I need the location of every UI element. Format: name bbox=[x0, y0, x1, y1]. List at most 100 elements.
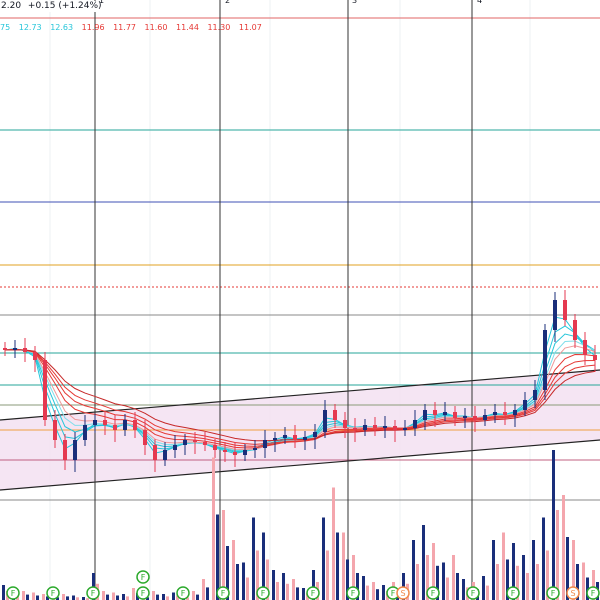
volume-bar bbox=[436, 565, 439, 600]
volume-bar bbox=[506, 559, 509, 600]
candle-body bbox=[373, 425, 377, 428]
ema-value: 11.44 bbox=[176, 23, 199, 32]
event-marker-label: F bbox=[141, 573, 146, 582]
candle-body bbox=[423, 410, 427, 420]
candle-body bbox=[93, 420, 97, 425]
volume-bar bbox=[332, 487, 335, 600]
candle-body bbox=[223, 450, 227, 452]
volume-bar bbox=[372, 582, 375, 600]
event-marker-label: F bbox=[261, 589, 266, 598]
event-marker-label: F bbox=[591, 589, 596, 598]
event-marker-F bbox=[306, 586, 320, 600]
volume-bar bbox=[546, 550, 549, 600]
volume-bar bbox=[486, 585, 489, 600]
volume-bar bbox=[36, 595, 39, 600]
volume-bar bbox=[232, 540, 235, 600]
candle-body bbox=[313, 432, 317, 437]
volume-bar bbox=[122, 594, 125, 600]
volume-bar bbox=[452, 555, 455, 600]
volume-bar bbox=[556, 510, 559, 600]
ema-value: 11.30 bbox=[207, 23, 231, 32]
event-marker-F bbox=[346, 586, 360, 600]
event-marker-F bbox=[426, 586, 440, 600]
candle-body bbox=[23, 348, 27, 352]
candle-body bbox=[53, 420, 57, 440]
volume-bar bbox=[482, 576, 485, 600]
volume-bar bbox=[522, 555, 525, 600]
volume-bar bbox=[412, 540, 415, 600]
volume-bar bbox=[362, 576, 365, 600]
candle-body bbox=[363, 425, 367, 430]
event-marker-label: F bbox=[471, 589, 476, 598]
event-marker-F bbox=[546, 586, 560, 600]
volume-bar bbox=[212, 457, 215, 600]
candle-body bbox=[83, 425, 87, 440]
volume-bar bbox=[432, 543, 435, 600]
volume-bar bbox=[246, 577, 249, 600]
candle-body bbox=[343, 420, 347, 428]
volume-bar bbox=[276, 582, 279, 600]
volume-bar bbox=[336, 532, 339, 600]
ema-value: 11.96 bbox=[81, 23, 105, 32]
candle-body bbox=[353, 428, 357, 430]
volume-bar bbox=[216, 514, 219, 600]
candle-body bbox=[483, 415, 487, 420]
volume-bar bbox=[156, 594, 159, 600]
event-marker-label: F bbox=[91, 589, 96, 598]
volume-bar bbox=[426, 555, 429, 600]
candle-body bbox=[203, 442, 207, 445]
ema-value: 12.63 bbox=[50, 23, 74, 32]
volume-bar bbox=[262, 532, 265, 600]
candle-body bbox=[413, 420, 417, 428]
volume-bar bbox=[2, 585, 5, 600]
volume-bar bbox=[172, 592, 175, 600]
volume-bar bbox=[56, 597, 59, 600]
candle-body bbox=[273, 438, 277, 440]
event-marker-S bbox=[566, 586, 580, 600]
event-marker-F bbox=[216, 586, 230, 600]
volume-bar bbox=[302, 588, 305, 600]
price-change: +0.15 bbox=[27, 1, 56, 11]
time-label: 2 bbox=[225, 0, 231, 5]
event-marker-F bbox=[6, 586, 20, 600]
candle-body bbox=[293, 435, 297, 440]
volume-bar bbox=[366, 585, 369, 600]
event-marker-F bbox=[466, 586, 480, 600]
volume-bar bbox=[422, 525, 425, 600]
volume-bar bbox=[86, 598, 89, 600]
ema-value: 12.73 bbox=[18, 23, 42, 32]
volume-bar bbox=[416, 564, 419, 600]
volume-bar bbox=[552, 450, 555, 600]
volume-bar bbox=[226, 546, 229, 600]
event-marker-F bbox=[176, 586, 190, 600]
volume-bar bbox=[502, 532, 505, 600]
volume-bar bbox=[342, 532, 345, 600]
volume-bar bbox=[582, 562, 585, 600]
last-price: 2.20 bbox=[1, 1, 22, 11]
price-change-pct: (+1.24%) bbox=[58, 1, 102, 11]
volume-bar bbox=[116, 595, 119, 600]
volume-bar bbox=[112, 592, 115, 600]
candle-body bbox=[543, 330, 547, 390]
volume-bar bbox=[192, 591, 195, 600]
volume-bar bbox=[166, 596, 169, 600]
volume-bar bbox=[242, 562, 245, 600]
volume-bar bbox=[222, 510, 225, 600]
time-label: 3 bbox=[352, 0, 358, 5]
ema-value: 11.77 bbox=[113, 23, 136, 32]
volume-bar bbox=[312, 570, 315, 600]
volume-bar bbox=[256, 550, 259, 600]
candle-body bbox=[303, 437, 307, 440]
candle-body bbox=[183, 440, 187, 445]
event-marker-label: F bbox=[551, 589, 556, 598]
candle-body bbox=[123, 420, 127, 430]
volume-bar bbox=[572, 540, 575, 600]
event-marker-F bbox=[586, 586, 600, 600]
volume-bar bbox=[352, 555, 355, 600]
candle-body bbox=[43, 360, 47, 420]
volume-bar bbox=[146, 597, 149, 600]
event-marker-F bbox=[136, 570, 150, 584]
candle-body bbox=[163, 450, 167, 460]
ema-line bbox=[4, 349, 596, 442]
